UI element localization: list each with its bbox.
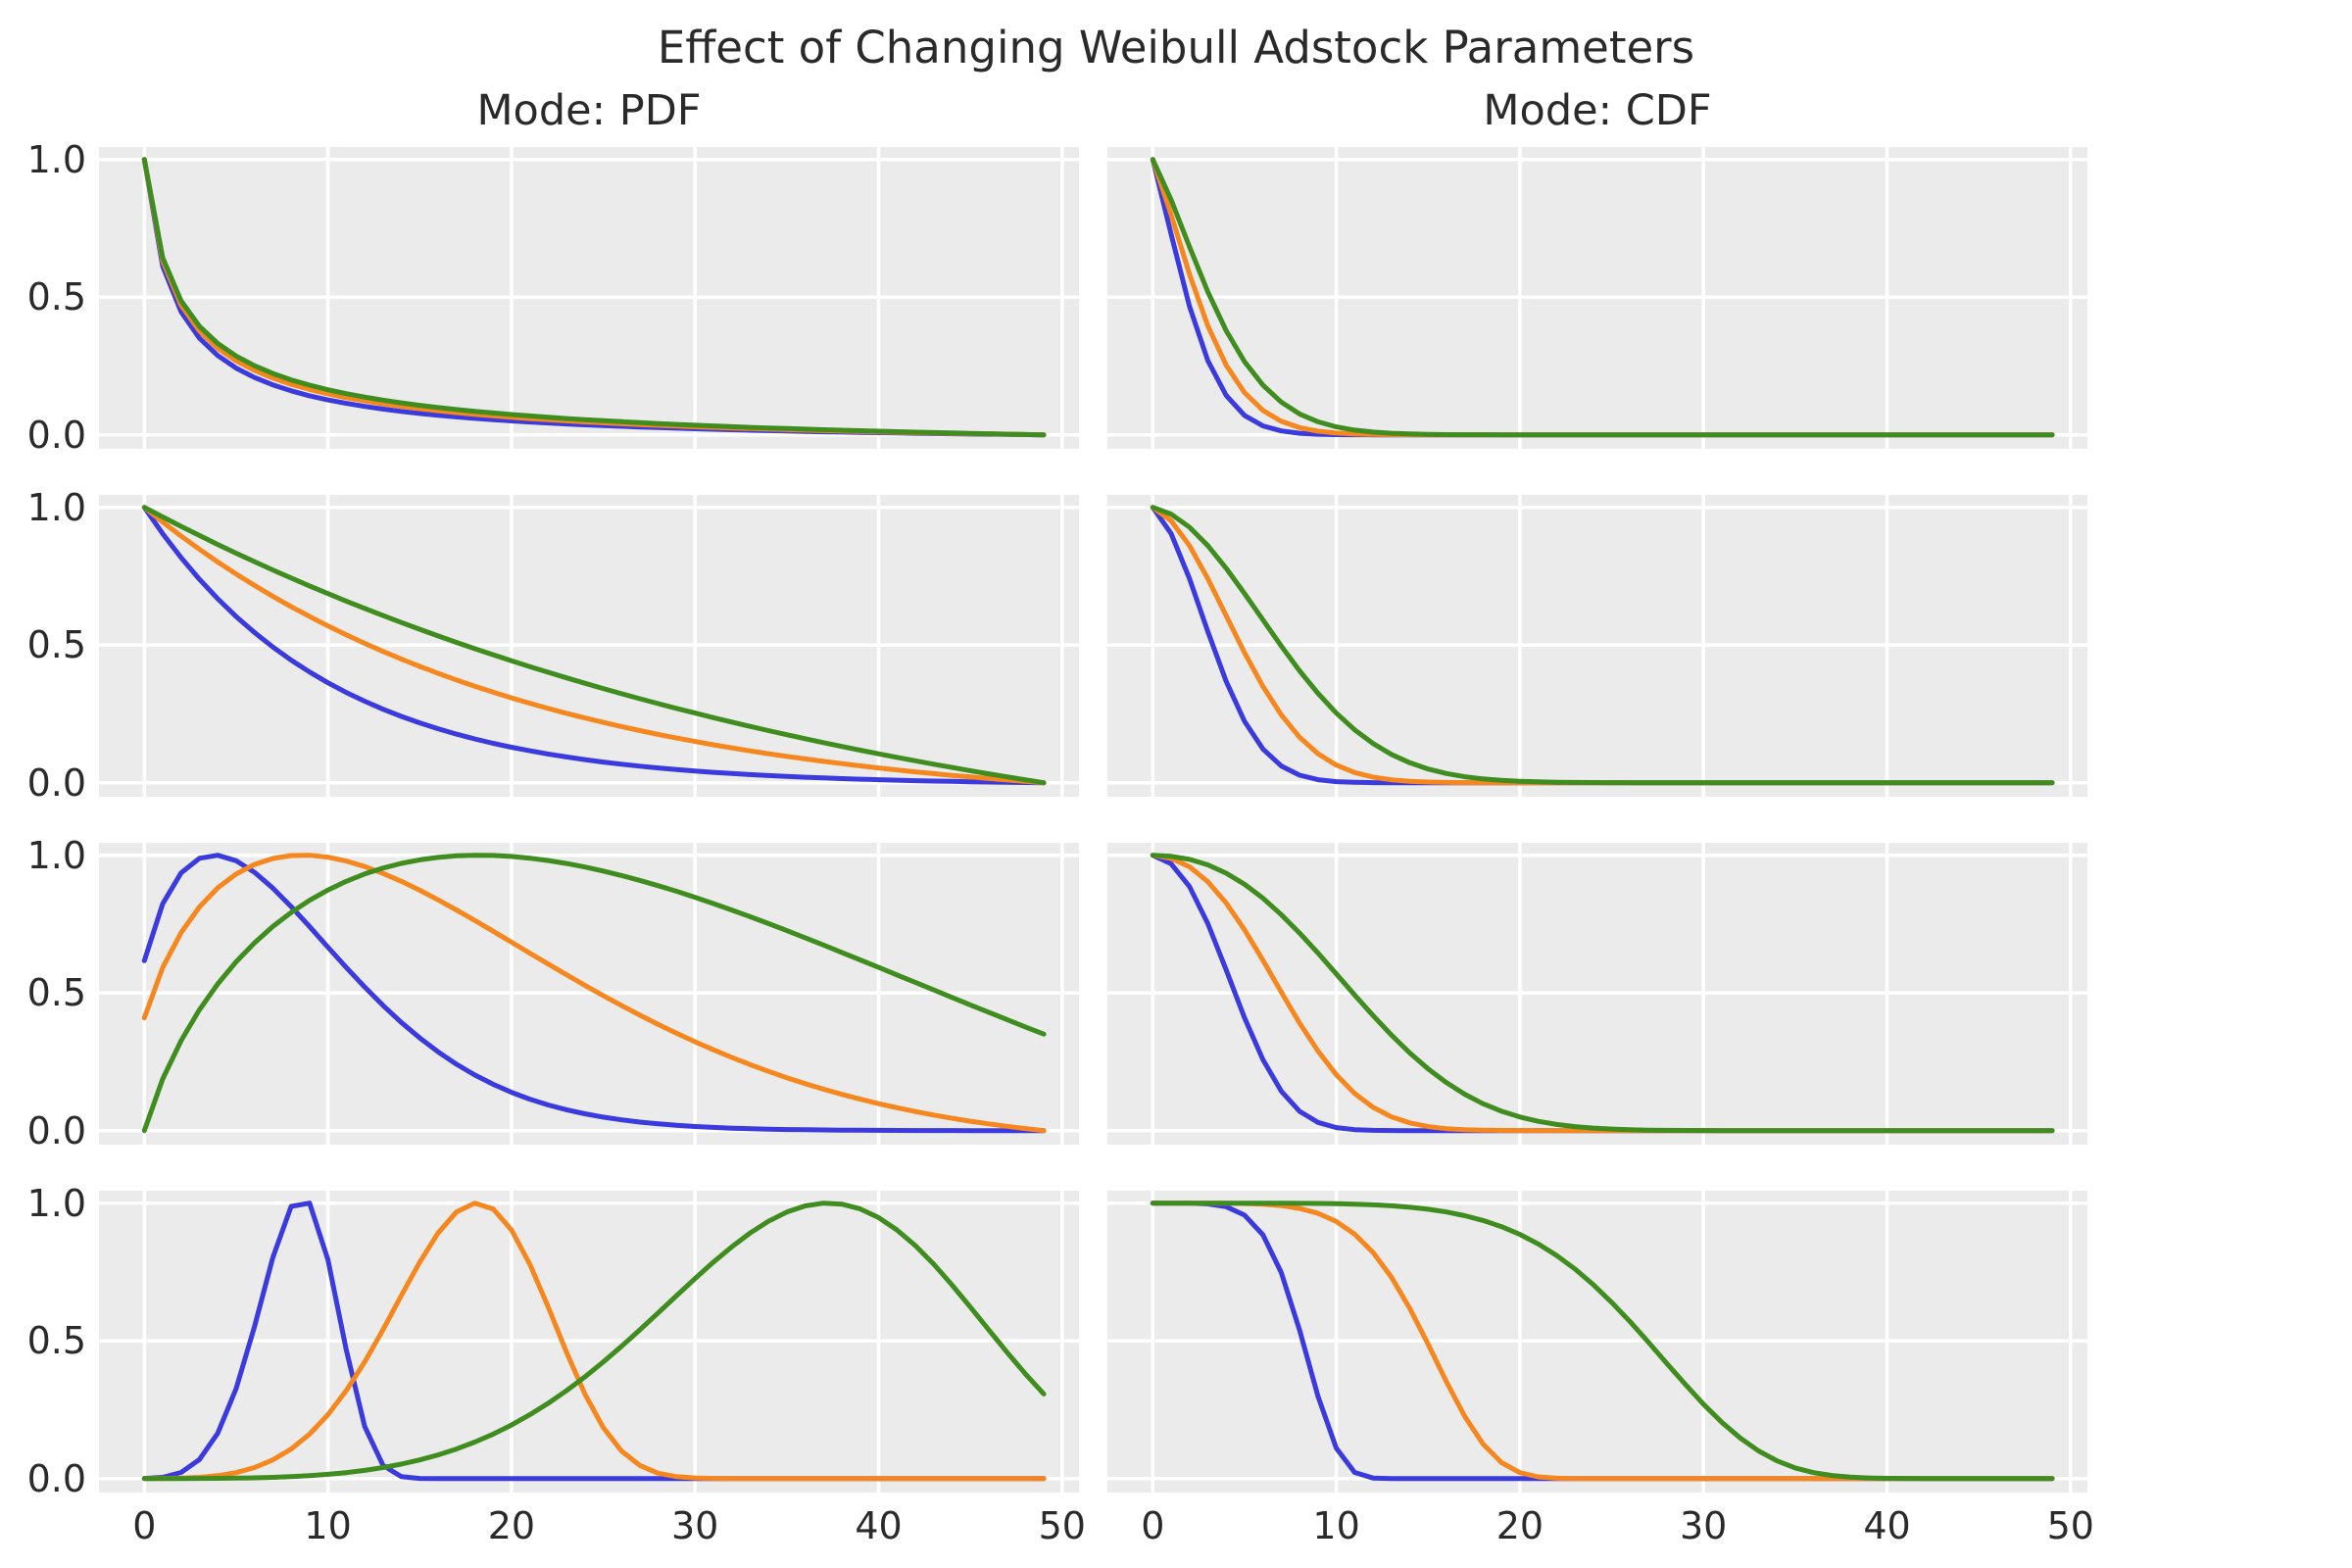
panel-cdf-shape-1.5 bbox=[1107, 843, 2087, 1145]
y-tick-label: 0.5 bbox=[26, 1319, 86, 1363]
x-tick-label: 0 bbox=[1141, 1504, 1165, 1547]
curve-scale-40 bbox=[141, 1200, 1047, 1482]
curve-scale-20 bbox=[141, 505, 1047, 786]
x-tick-label: 20 bbox=[487, 1504, 536, 1547]
curve-scale-20 bbox=[141, 853, 1047, 1134]
panel-pdf-shape-1 bbox=[99, 495, 1079, 797]
y-tick-label: 0.5 bbox=[26, 275, 86, 319]
y-tick-label: 1.0 bbox=[26, 485, 86, 529]
x-tick-label: 40 bbox=[855, 1504, 903, 1547]
y-tick-label: 1.0 bbox=[26, 1181, 86, 1225]
x-tick-label: 20 bbox=[1495, 1504, 1544, 1547]
curve-scale-40 bbox=[141, 505, 1047, 786]
x-tick-label: 10 bbox=[1312, 1504, 1360, 1547]
panel-pdf-shape-5 bbox=[99, 1191, 1079, 1493]
x-tick-label: 40 bbox=[1863, 1504, 1911, 1547]
curve-scale-40 bbox=[1150, 505, 2055, 786]
x-tick-label: 30 bbox=[1680, 1504, 1728, 1547]
y-tick-label: 1.0 bbox=[26, 833, 86, 877]
panel-cdf-shape-1 bbox=[1107, 495, 2087, 797]
panel-cdf-shape-5 bbox=[1107, 1191, 2087, 1493]
figure-title: Effect of Changing Weibull Adstock Param… bbox=[657, 22, 1695, 74]
x-tick-label: 10 bbox=[304, 1504, 352, 1547]
y-tick-label: 0.0 bbox=[26, 413, 86, 457]
curve-scale-40 bbox=[1150, 853, 2055, 1134]
x-tick-label: 30 bbox=[671, 1504, 719, 1547]
curve-scale-20 bbox=[141, 1200, 1047, 1482]
curve-scale-40 bbox=[1150, 1200, 2055, 1482]
y-tick-label: 0.0 bbox=[26, 1456, 86, 1500]
curve-scale-40 bbox=[1150, 157, 2055, 438]
panel-pdf-shape-1.5 bbox=[99, 843, 1079, 1145]
y-tick-label: 0.5 bbox=[26, 623, 86, 667]
x-tick-label: 50 bbox=[2046, 1504, 2094, 1547]
curve-scale-40 bbox=[141, 157, 1047, 438]
curve-scale-40 bbox=[141, 853, 1047, 1134]
curve-scale-10 bbox=[141, 505, 1047, 786]
panel-pdf-shape-0.5 bbox=[99, 147, 1079, 449]
y-tick-label: 0.0 bbox=[26, 1108, 86, 1152]
x-tick-label: 50 bbox=[1038, 1504, 1086, 1547]
column-title-cdf: Mode: CDF bbox=[1483, 86, 1712, 135]
y-tick-label: 0.5 bbox=[26, 971, 86, 1015]
panel-cdf-shape-0.5 bbox=[1107, 147, 2087, 449]
y-tick-label: 0.0 bbox=[26, 760, 86, 805]
x-tick-label: 0 bbox=[132, 1504, 157, 1547]
column-title-pdf: Mode: PDF bbox=[476, 86, 702, 135]
y-tick-label: 1.0 bbox=[26, 137, 86, 181]
